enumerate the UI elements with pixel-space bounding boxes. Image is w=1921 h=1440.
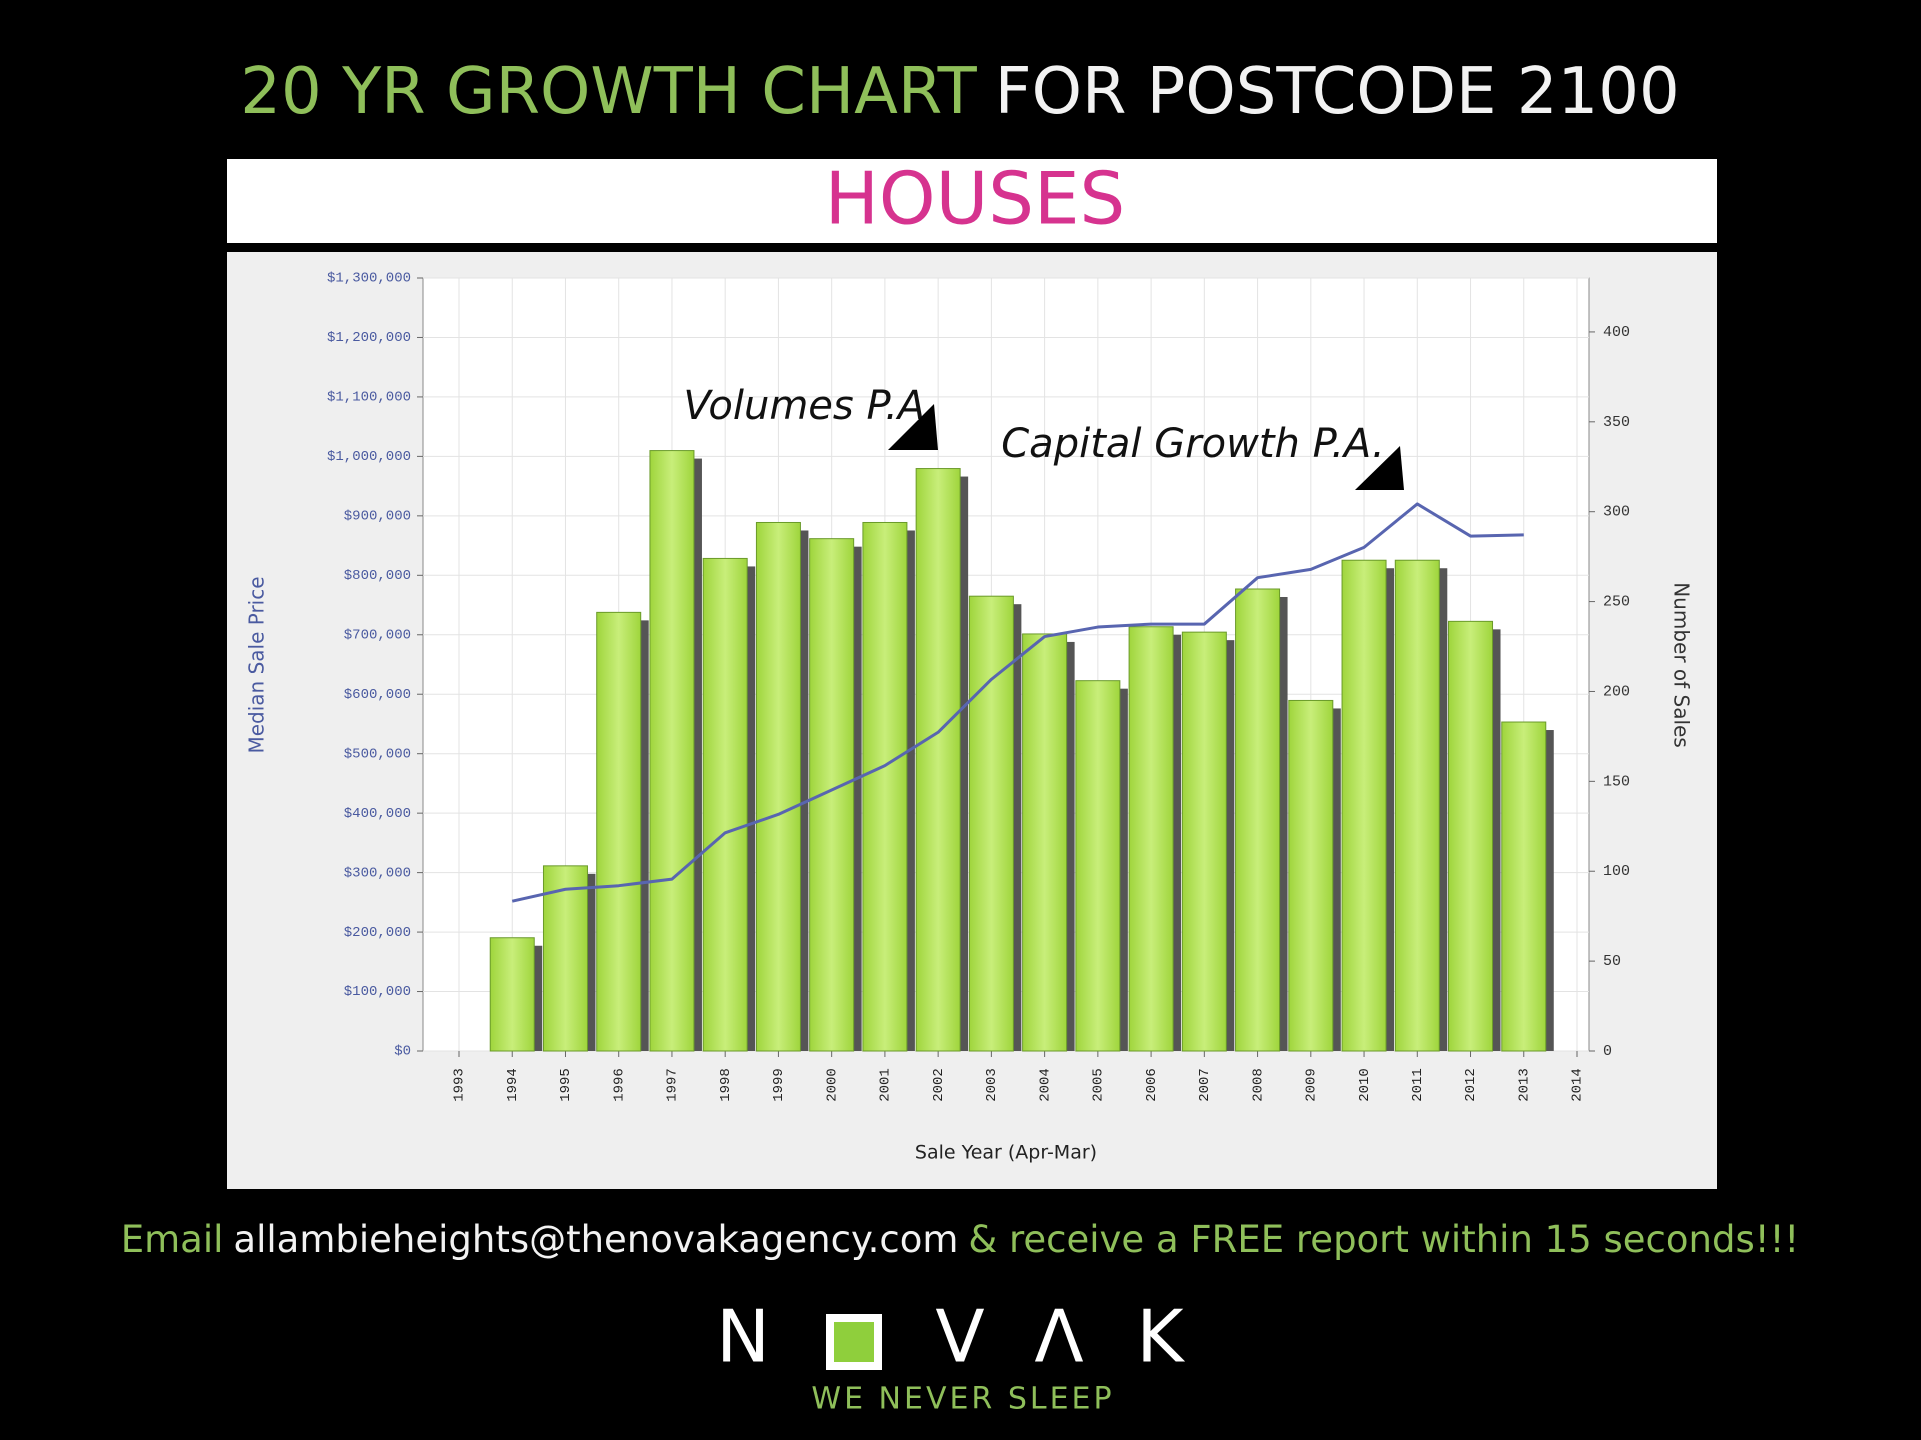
bar: [1394, 559, 1440, 1052]
tagline: WE NEVER SLEEP: [811, 1382, 1114, 1417]
y2-tick-label: 200: [1603, 683, 1630, 700]
bar: [542, 865, 588, 1052]
bar: [915, 468, 961, 1052]
x-tick-label: 1995: [558, 1068, 574, 1102]
bar: [1448, 620, 1494, 1052]
y-tick-label: $300,000: [344, 865, 411, 881]
bar: [809, 538, 855, 1052]
x-tick-label: 2001: [878, 1068, 894, 1102]
x-tick-label: 1998: [718, 1068, 734, 1102]
y-axis-title: Median Sale Price: [245, 576, 269, 753]
bar: [596, 611, 642, 1052]
y-tick-label: $1,100,000: [327, 390, 411, 406]
y-tick-label: $500,000: [344, 746, 411, 762]
x-tick-label: 2002: [931, 1068, 947, 1102]
y2-tick-label: 250: [1603, 594, 1630, 611]
y-tick-label: $1,200,000: [327, 330, 411, 346]
x-axis-title: Sale Year (Apr-Mar): [915, 1142, 1097, 1164]
x-tick-label: 1997: [665, 1068, 681, 1102]
bar: [649, 450, 695, 1052]
bar: [1501, 721, 1547, 1052]
bar: [755, 521, 801, 1052]
y2-tick-label: 50: [1603, 953, 1621, 970]
x-tick-label: 1999: [771, 1068, 787, 1102]
y2-tick-label: 300: [1603, 504, 1630, 521]
x-tick-label: 2004: [1037, 1068, 1053, 1102]
x-tick-label: 2014: [1570, 1068, 1586, 1102]
bar: [1181, 631, 1227, 1052]
x-tick-label: 1993: [452, 1068, 468, 1102]
y2-tick-label: 100: [1603, 863, 1630, 880]
x-tick-label: 2010: [1357, 1068, 1373, 1102]
footer: Email allambieheights@thenovakagency.com &…: [121, 1218, 1799, 1261]
bar: [1288, 699, 1334, 1052]
y-tick-label: $0: [394, 1044, 411, 1060]
y-tick-label: $900,000: [344, 509, 411, 525]
x-tick-label: 2000: [824, 1068, 840, 1102]
y2-tick-label: 0: [1603, 1043, 1612, 1060]
x-tick-label: 2003: [984, 1068, 1000, 1102]
bar: [1235, 588, 1281, 1052]
y2-tick-label: 400: [1603, 324, 1630, 341]
y-tick-label: $600,000: [344, 687, 411, 703]
bar: [489, 937, 535, 1052]
title: 20 YR GROWTH CHART FOR POSTCODE 2100: [240, 55, 1679, 129]
x-tick-label: 2006: [1144, 1068, 1160, 1102]
bar: [862, 521, 908, 1052]
subtitle-box: [227, 159, 1717, 243]
x-tick-label: 2008: [1250, 1068, 1266, 1102]
footer-email[interactable]: allambieheights@thenovakagency.com: [233, 1218, 958, 1261]
title-highlight: 20 YR GROWTH CHART: [240, 55, 977, 129]
y-tick-label: $200,000: [344, 925, 411, 941]
x-tick-label: 2009: [1304, 1068, 1320, 1102]
footer-rest: & receive a FREE report within 15 second…: [968, 1218, 1799, 1261]
plot: $0 $100,000 $200,000 $300,000 $400,000 $500,0…: [327, 271, 1630, 1102]
y2-tick-label: 350: [1603, 414, 1630, 431]
x-tick-label: 1996: [611, 1068, 627, 1102]
title-rest: FOR POSTCODE 2100: [995, 55, 1680, 129]
x-tick-label: 2013: [1516, 1068, 1532, 1102]
annotation: Volumes P.A.: [683, 383, 938, 429]
bar: [702, 557, 748, 1052]
y-tick-label: $700,000: [344, 627, 411, 643]
x-tick-label: 2012: [1463, 1068, 1479, 1102]
logo-letter: Λ: [1034, 1295, 1083, 1379]
annotation-arrow: [1355, 446, 1404, 490]
y2-tick-label: 150: [1603, 773, 1630, 790]
bar: [1075, 680, 1121, 1052]
annotation-arrow: [888, 404, 938, 450]
logo-square-fill: [834, 1322, 874, 1362]
footer-lead: Email: [121, 1218, 224, 1261]
line: [511, 502, 1524, 903]
y-tick-label: $800,000: [344, 568, 411, 584]
x-tick-label: 2005: [1091, 1068, 1107, 1102]
bar: [1022, 633, 1068, 1052]
y-tick-label: $1,300,000: [327, 271, 411, 287]
bar: [968, 595, 1014, 1052]
y2-axis-title: Number of Sales: [1670, 582, 1694, 748]
y-tick-label: $1,000,000: [327, 449, 411, 465]
bar: [1341, 559, 1387, 1052]
logo-letter: N: [716, 1295, 770, 1379]
x-tick-label: 1994: [505, 1068, 521, 1102]
logo-letter: V: [935, 1295, 984, 1379]
x-tick-label: 2007: [1197, 1068, 1213, 1102]
x-tick-label: 2011: [1410, 1068, 1426, 1102]
bar: [1128, 626, 1174, 1052]
y-tick-label: $100,000: [344, 984, 411, 1000]
annotation: Capital Growth P.A.: [1001, 421, 1385, 467]
chart-title: HOUSES: [825, 157, 1125, 241]
logo-letter: K: [1136, 1295, 1185, 1379]
y-tick-label: $400,000: [344, 806, 411, 822]
